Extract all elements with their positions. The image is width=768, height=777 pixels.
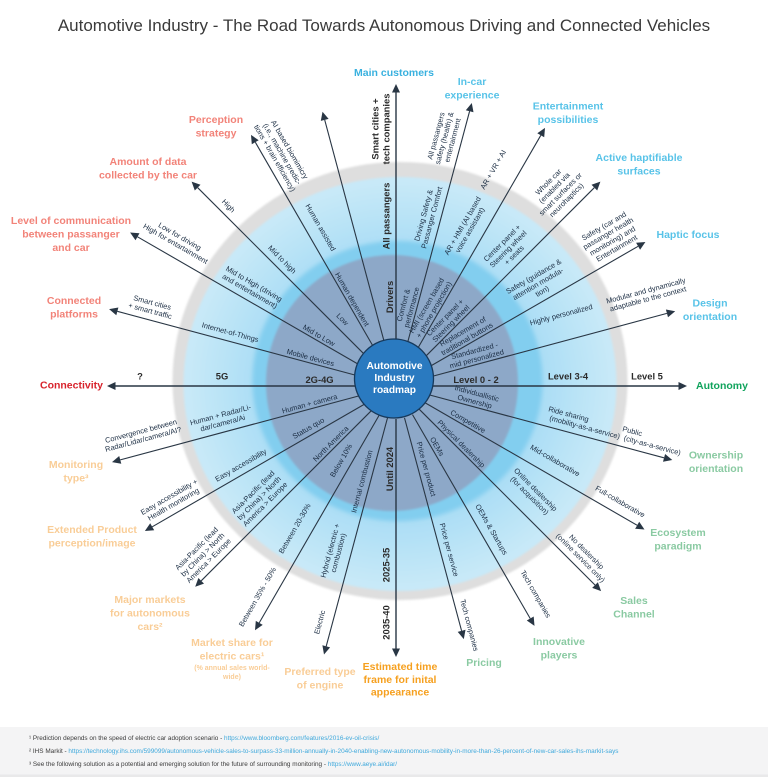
svg-text:Until 2024: Until 2024 xyxy=(384,446,395,491)
svg-text:5G: 5G xyxy=(216,371,229,382)
svg-text:Drivers: Drivers xyxy=(384,281,395,313)
svg-text:Automotive Industry - The Road: Automotive Industry - The Road Towards A… xyxy=(58,16,710,35)
svg-text:Haptic focus: Haptic focus xyxy=(656,229,719,241)
svg-text:2025-35: 2025-35 xyxy=(381,548,392,582)
svg-text:Level 3-4: Level 3-4 xyxy=(548,371,589,382)
svg-text:Autonomy: Autonomy xyxy=(696,380,748,392)
svg-text:³ See the following solution a: ³ See the following solution as a potent… xyxy=(29,761,397,768)
svg-text:Connectivity: Connectivity xyxy=(40,380,103,392)
svg-text:Main customers: Main customers xyxy=(354,67,434,79)
svg-text:¹ Prediction depends on the sp: ¹ Prediction depends on the speed of ele… xyxy=(29,735,379,742)
svg-text:2035-40: 2035-40 xyxy=(381,605,392,639)
svg-text:Level 0 - 2: Level 0 - 2 xyxy=(453,374,498,385)
svg-text:(% annual sales world-wide): (% annual sales world-wide) xyxy=(194,665,270,681)
svg-text:Pricing: Pricing xyxy=(466,657,502,669)
svg-text:2G-4G: 2G-4G xyxy=(305,374,333,385)
svg-text:?: ? xyxy=(137,371,143,382)
svg-text:² IHS Markit - https://technol: ² IHS Markit - https://technology.ihs.co… xyxy=(29,748,619,755)
svg-text:Smart cities +tech companies: Smart cities +tech companies xyxy=(370,94,392,165)
svg-text:Level 5: Level 5 xyxy=(631,371,663,382)
svg-text:All passangers: All passangers xyxy=(381,183,392,250)
